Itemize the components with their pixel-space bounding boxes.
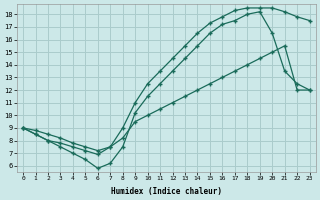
X-axis label: Humidex (Indice chaleur): Humidex (Indice chaleur) — [111, 187, 222, 196]
